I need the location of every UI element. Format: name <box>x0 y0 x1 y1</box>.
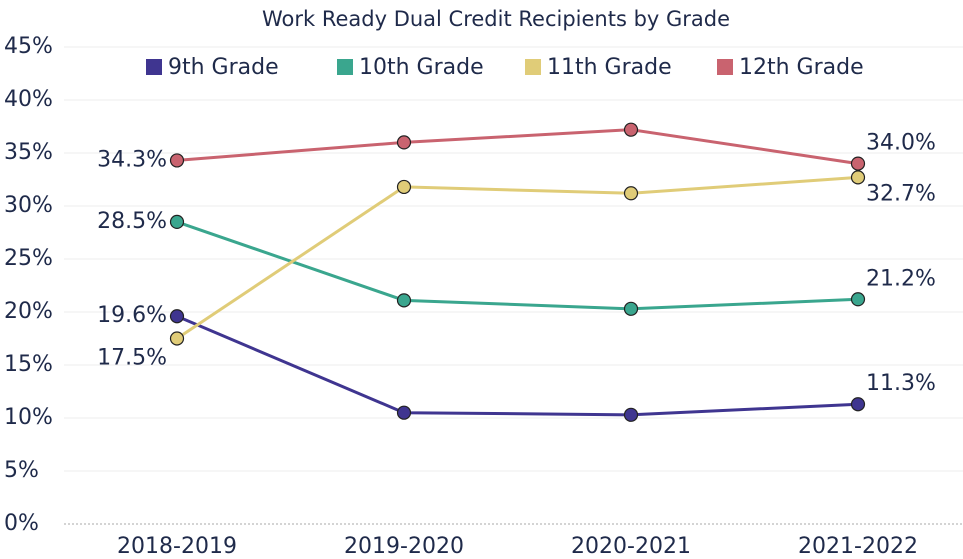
data-point <box>623 122 639 137</box>
data-label: 28.5% <box>97 209 167 234</box>
data-point <box>169 153 185 168</box>
y-tick-label: 20% <box>4 299 53 324</box>
legend-label: 9th Grade <box>168 55 279 80</box>
data-label: 32.7% <box>866 181 936 206</box>
data-label: 17.5% <box>97 346 167 371</box>
data-point <box>850 156 866 171</box>
series-line <box>176 220 859 311</box>
data-label: 34.0% <box>866 131 936 156</box>
data-point <box>850 397 866 412</box>
x-tick-label: 2019-2020 <box>344 534 464 559</box>
data-point <box>623 301 639 316</box>
data-point <box>623 407 639 422</box>
data-label: 19.6% <box>97 303 167 328</box>
series-line <box>176 128 859 166</box>
series-line <box>176 314 859 417</box>
y-tick-label: 5% <box>4 458 39 483</box>
data-point <box>169 214 185 229</box>
data-point <box>850 292 866 307</box>
y-tick-label: 40% <box>4 87 53 112</box>
x-tick-label: 2018-2019 <box>117 534 237 559</box>
legend-swatch <box>525 59 541 75</box>
series-line <box>176 175 859 340</box>
y-tick-label: 45% <box>4 34 53 59</box>
chart-title: Work Ready Dual Credit Recipients by Gra… <box>262 7 730 31</box>
data-label: 34.3% <box>97 147 167 172</box>
y-tick-label: 35% <box>4 140 53 165</box>
legend-label: 11th Grade <box>547 55 672 80</box>
x-tick-label: 2020-2021 <box>571 534 691 559</box>
y-tick-label: 30% <box>4 193 53 218</box>
legend-swatch <box>146 59 162 75</box>
data-point <box>396 135 412 150</box>
data-point <box>850 170 866 185</box>
data-point <box>169 331 185 346</box>
data-point <box>169 309 185 324</box>
legend-swatch <box>717 59 733 75</box>
data-point <box>396 293 412 308</box>
y-tick-label: 15% <box>4 352 53 377</box>
legend-label: 10th Grade <box>359 55 484 80</box>
y-tick-label: 10% <box>4 405 53 430</box>
x-tick-label: 2021-2022 <box>798 534 918 559</box>
data-point <box>623 186 639 201</box>
data-label: 11.3% <box>866 371 936 396</box>
y-tick-label: 25% <box>4 246 53 271</box>
data-point <box>396 179 412 195</box>
legend-label: 12th Grade <box>739 55 864 80</box>
data-label: 21.2% <box>866 266 936 291</box>
y-tick-label: 0% <box>4 511 39 536</box>
legend-swatch <box>337 59 353 75</box>
data-point <box>396 405 412 420</box>
